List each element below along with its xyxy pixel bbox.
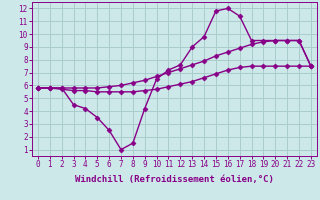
X-axis label: Windchill (Refroidissement éolien,°C): Windchill (Refroidissement éolien,°C) — [75, 175, 274, 184]
